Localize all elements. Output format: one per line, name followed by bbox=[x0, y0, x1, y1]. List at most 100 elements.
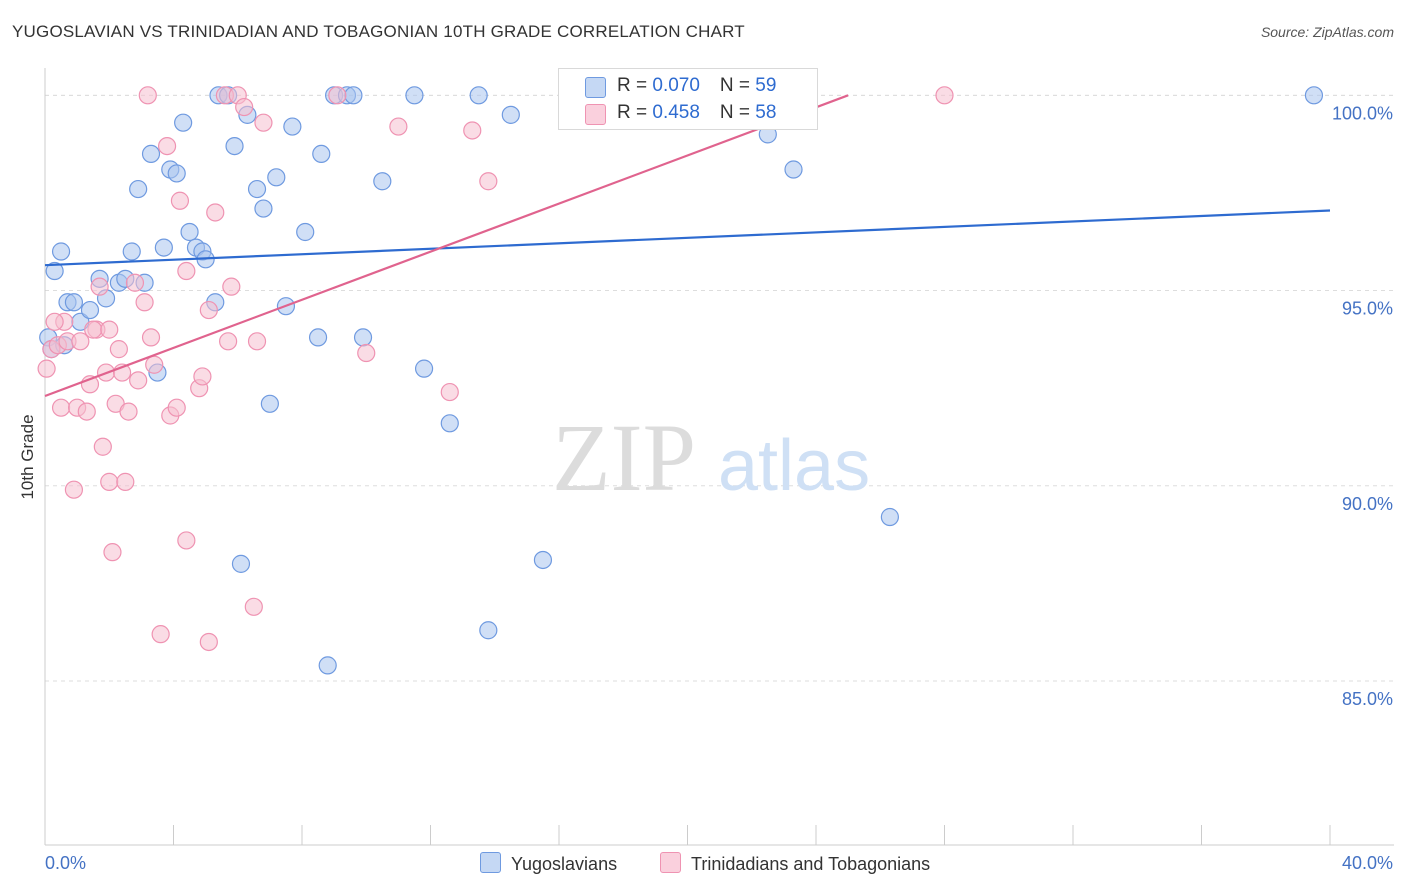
point-trinidadian bbox=[84, 320, 103, 339]
point-trinidadian bbox=[45, 312, 64, 331]
point-yugoslavian bbox=[267, 168, 286, 187]
point-trinidadian bbox=[177, 261, 196, 281]
chart-source: Source: ZipAtlas.com bbox=[1260, 24, 1394, 40]
legend-r-value: 0.458 bbox=[652, 102, 700, 123]
point-yugoslavian bbox=[174, 113, 193, 132]
point-yugoslavian bbox=[296, 222, 315, 242]
point-yugoslavian bbox=[353, 328, 373, 347]
point-yugoslavian bbox=[80, 300, 100, 320]
y-tick-label: 85.0% bbox=[1342, 689, 1393, 709]
y-tick-label: 90.0% bbox=[1342, 494, 1393, 514]
point-trinidadian bbox=[100, 472, 119, 491]
point-yugoslavian bbox=[308, 328, 328, 347]
point-yugoslavian bbox=[880, 507, 899, 527]
point-trinidadian bbox=[479, 172, 498, 191]
point-trinidadian bbox=[167, 398, 186, 417]
point-yugoslavian bbox=[180, 222, 199, 242]
trend-lines bbox=[44, 94, 1331, 398]
point-trinidadian bbox=[100, 320, 119, 339]
point-yugoslavian bbox=[440, 414, 459, 433]
point-yugoslavian bbox=[344, 86, 363, 105]
point-yugoslavian bbox=[141, 144, 161, 163]
trend-line-trinidadians bbox=[44, 94, 849, 398]
bottom-legend-trinidadians: Trinidadians and Tobagonians bbox=[660, 852, 930, 875]
point-trinidadian bbox=[247, 332, 267, 351]
point-trinidadian bbox=[138, 86, 157, 105]
point-trinidadian bbox=[109, 340, 128, 359]
point-trinidadian bbox=[141, 328, 161, 347]
point-yugoslavian bbox=[122, 242, 141, 261]
point-trinidadian bbox=[77, 402, 96, 421]
legend-n-label: N = bbox=[719, 102, 756, 123]
point-yugoslavian bbox=[247, 179, 267, 199]
bottom-swatch-pink bbox=[660, 852, 681, 873]
bottom-legend-yugoslavians: Yugoslavians bbox=[480, 852, 617, 875]
gridlines bbox=[45, 94, 1394, 682]
point-trinidadian bbox=[90, 277, 109, 296]
point-yugoslavian bbox=[784, 160, 803, 179]
point-yugoslavian bbox=[64, 293, 84, 312]
point-yugoslavian bbox=[533, 550, 553, 570]
legend-swatch-blue bbox=[585, 77, 606, 98]
point-trinidadian bbox=[64, 480, 84, 499]
point-yugoslavian bbox=[260, 394, 279, 413]
point-yugoslavian bbox=[231, 554, 251, 573]
point-trinidadian bbox=[135, 293, 154, 312]
y-tick-label: 100.0% bbox=[1332, 103, 1393, 123]
point-yugoslavian bbox=[318, 656, 337, 675]
point-trinidadian bbox=[357, 343, 376, 363]
bottom-legend-label: Yugoslavians bbox=[511, 854, 618, 874]
point-trinidadian bbox=[328, 86, 347, 105]
axes bbox=[44, 68, 1394, 846]
point-trinidadian bbox=[935, 86, 954, 105]
point-yugoslavian bbox=[154, 238, 173, 257]
legend-n-value: 58 bbox=[755, 102, 777, 123]
point-trinidadian bbox=[151, 625, 170, 644]
stats-legend: R = 0.070 N = 59 R = 0.458 N = 58 bbox=[558, 68, 818, 130]
point-trinidadian bbox=[177, 531, 196, 550]
point-trinidadian bbox=[119, 402, 138, 421]
point-yugoslavian bbox=[373, 172, 392, 191]
point-yugoslavian bbox=[167, 164, 186, 183]
point-yugoslavian bbox=[469, 86, 488, 105]
legend-n-label: N = bbox=[719, 75, 756, 96]
legend-swatch-pink bbox=[585, 104, 606, 125]
point-yugoslavian bbox=[51, 242, 71, 261]
point-trinidadian bbox=[235, 97, 254, 117]
point-trinidadian bbox=[93, 437, 112, 456]
y-tick-label: 95.0% bbox=[1342, 299, 1393, 319]
point-yugoslavian bbox=[45, 261, 64, 281]
legend-r-label: R = bbox=[617, 75, 653, 96]
chart-title: YUGOSLAVIAN VS TRINIDADIAN AND TOBAGONIA… bbox=[12, 22, 745, 41]
point-yugoslavian bbox=[129, 179, 148, 199]
point-trinidadian bbox=[116, 472, 135, 491]
point-trinidadian bbox=[157, 136, 177, 156]
point-yugoslavian bbox=[479, 621, 498, 640]
watermark-atlas: atlas bbox=[718, 426, 870, 506]
point-yugoslavian bbox=[225, 136, 244, 156]
point-trinidadian bbox=[170, 191, 190, 210]
point-trinidadian bbox=[37, 359, 56, 378]
point-yugoslavian bbox=[405, 86, 424, 105]
legend-n-value: 59 bbox=[755, 75, 777, 96]
point-trinidadian bbox=[71, 332, 90, 351]
point-trinidadian bbox=[125, 273, 145, 292]
point-yugoslavian bbox=[254, 199, 273, 218]
point-trinidadian bbox=[463, 121, 482, 140]
point-trinidadian bbox=[254, 113, 273, 132]
point-trinidadian bbox=[51, 398, 71, 417]
legend-r-label: R = bbox=[617, 102, 653, 123]
point-yugoslavian bbox=[501, 105, 520, 124]
point-yugoslavian bbox=[1304, 86, 1324, 105]
data-points bbox=[37, 86, 1324, 675]
point-trinidadian bbox=[219, 332, 238, 351]
point-trinidadian bbox=[103, 543, 122, 562]
bottom-swatch-blue bbox=[480, 852, 501, 873]
point-trinidadian bbox=[199, 300, 218, 320]
watermark: ZIP atlas bbox=[552, 404, 870, 511]
point-trinidadian bbox=[129, 371, 148, 390]
point-trinidadian bbox=[145, 355, 164, 374]
point-trinidadian bbox=[440, 382, 459, 402]
legend-r-value: 0.070 bbox=[652, 75, 700, 96]
